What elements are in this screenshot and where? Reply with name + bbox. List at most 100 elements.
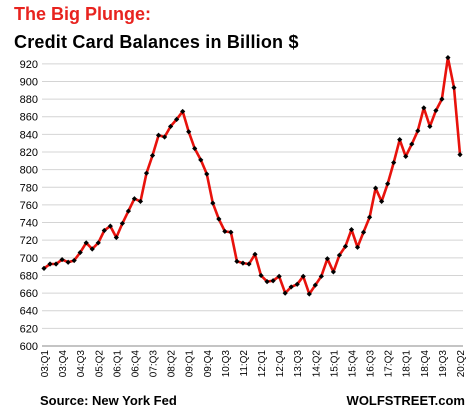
data-point (409, 141, 415, 147)
x-tick-label: 06:Q4 (130, 350, 141, 378)
data-point (427, 123, 433, 130)
data-point (216, 216, 222, 222)
x-tick-label: 12:Q4 (275, 350, 286, 378)
data-point (433, 107, 439, 114)
data-point (342, 243, 349, 249)
data-point (119, 220, 125, 227)
data-point (180, 108, 186, 115)
source-label: Source: New York Fed (40, 393, 177, 408)
y-tick-label: 740 (20, 218, 38, 230)
data-point (246, 261, 252, 267)
y-tick-label: 760 (20, 200, 38, 212)
x-tick-label: 06:Q1 (112, 350, 123, 378)
data-point (300, 273, 306, 279)
data-point (204, 171, 210, 177)
data-point (47, 261, 53, 267)
data-point (174, 116, 180, 122)
x-tick-label: 12:Q1 (257, 350, 268, 378)
data-point (41, 265, 47, 271)
data-point (101, 227, 107, 234)
x-tick-label: 03:Q4 (58, 350, 69, 378)
y-tick-label: 620 (20, 323, 38, 335)
x-tick-label: 03:Q1 (40, 350, 51, 378)
x-tick-label: 13:Q3 (293, 350, 304, 378)
data-point (415, 128, 421, 134)
data-point (439, 96, 445, 102)
data-point (186, 129, 192, 135)
x-tick-label: 16:Q3 (366, 350, 377, 378)
data-point (234, 258, 240, 264)
x-tick-label: 19:Q3 (438, 350, 449, 378)
data-point (59, 256, 65, 263)
data-point (71, 257, 77, 264)
y-tick-label: 720 (20, 235, 38, 247)
data-point (270, 278, 276, 284)
y-tick-label: 680 (20, 270, 38, 282)
data-point (282, 290, 288, 296)
x-tick-label: 04:Q3 (76, 350, 87, 378)
data-point (210, 200, 216, 206)
y-tick-label: 800 (20, 165, 38, 177)
y-tick-label: 640 (20, 306, 38, 318)
data-point (457, 152, 463, 158)
x-tick-label: 10:Q3 (221, 350, 232, 378)
y-tick-label: 900 (20, 76, 38, 88)
data-point (83, 240, 89, 246)
data-point (228, 229, 234, 235)
data-point (53, 261, 59, 267)
data-point (125, 208, 132, 214)
y-tick-label: 920 (20, 59, 38, 71)
data-point (137, 198, 144, 204)
chart-subtitle: Credit Card Balances in Billion $ (14, 32, 299, 52)
data-point (451, 85, 457, 91)
data-point (330, 269, 336, 275)
x-tick-label: 17:Q2 (384, 350, 395, 378)
data-point (143, 170, 150, 176)
y-tick-label: 840 (20, 129, 38, 141)
x-tick-label: 11:Q2 (239, 350, 250, 377)
x-tick-label: 18:Q4 (420, 350, 431, 378)
y-tick-label: 600 (20, 341, 38, 353)
data-point (403, 153, 409, 160)
x-tick-label: 20:Q2 (456, 350, 467, 378)
x-tick-label: 15:Q1 (329, 350, 340, 378)
data-point (372, 185, 379, 191)
data-point (276, 273, 282, 279)
x-tick-label: 07:Q3 (149, 350, 160, 378)
data-point (89, 246, 95, 252)
data-point (113, 234, 119, 241)
data-point (252, 251, 258, 257)
data-point (312, 282, 318, 288)
data-point (95, 240, 101, 246)
y-tick-label: 700 (20, 253, 38, 265)
data-point (65, 259, 71, 265)
data-point (366, 214, 373, 220)
data-point (397, 137, 403, 143)
x-tick-label: 14:Q2 (311, 350, 322, 378)
data-point (324, 256, 330, 262)
data-point (348, 227, 355, 233)
data-point (354, 244, 361, 250)
data-point (155, 132, 162, 138)
data-point (318, 273, 324, 279)
data-point (385, 181, 391, 187)
x-tick-label: 05:Q2 (94, 350, 105, 378)
y-tick-label: 820 (20, 147, 38, 159)
data-point (149, 152, 156, 159)
data-point (264, 279, 270, 285)
data-point (131, 196, 138, 202)
data-point (360, 229, 367, 235)
y-tick-label: 780 (20, 182, 38, 194)
x-tick-label: 15:Q4 (347, 350, 358, 378)
data-point (168, 123, 174, 130)
data-point (294, 281, 300, 287)
data-point (421, 105, 427, 111)
x-tick-label: 18:Q1 (402, 350, 413, 378)
data-point (258, 272, 264, 279)
x-tick-label: 09:Q4 (203, 350, 214, 378)
data-point (198, 157, 204, 163)
data-point (161, 134, 168, 140)
x-tick-label: 09:Q1 (185, 350, 196, 378)
data-point (336, 252, 343, 258)
brand-label: WOLFSTREET.com (346, 393, 465, 408)
